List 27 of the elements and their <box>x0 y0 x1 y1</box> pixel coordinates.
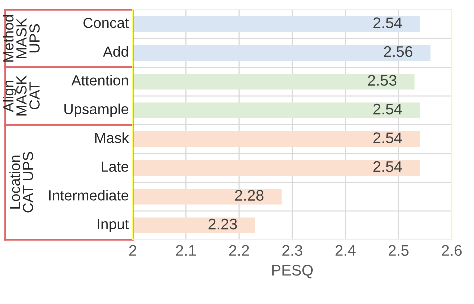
data-label: 2.54 <box>374 18 402 28</box>
y-tick-label: Concat <box>84 18 130 28</box>
data-label: 2.56 <box>384 46 413 58</box>
text: Align MASK CAT <box>3 76 40 116</box>
text: Method MASK UPS <box>3 15 40 62</box>
y-tick-label: Intermediate <box>49 190 129 201</box>
x-tick-label: 2.3 <box>282 245 302 256</box>
data-label: 2.54 <box>374 104 402 115</box>
x-tick-label: 2 <box>130 245 136 256</box>
y-tick-label: Input <box>98 219 130 232</box>
text: Location CAT UPS <box>10 152 34 213</box>
y-tick-label: Mask <box>96 132 130 144</box>
x-tick-label: 2.4 <box>336 245 356 256</box>
x-axis-title: PESQ <box>272 265 313 279</box>
y-tick-label: Add <box>103 46 128 58</box>
x-tick-label: 2.6 <box>442 245 462 256</box>
data-label: 2.53 <box>368 75 397 86</box>
y-tick-label: Late <box>102 162 129 172</box>
data-label: 2.54 <box>374 161 402 172</box>
data-label: 2.28 <box>235 190 264 201</box>
y-tick-label: Upsample <box>64 104 129 118</box>
x-tick-label: 2.1 <box>176 245 196 256</box>
y-tick-label: Attention <box>72 75 128 86</box>
x-tick-label: 2.2 <box>229 245 250 256</box>
x-tick-label: 2.5 <box>388 245 409 256</box>
data-label: 2.54 <box>374 132 402 144</box>
data-label: 2.23 <box>208 218 238 230</box>
